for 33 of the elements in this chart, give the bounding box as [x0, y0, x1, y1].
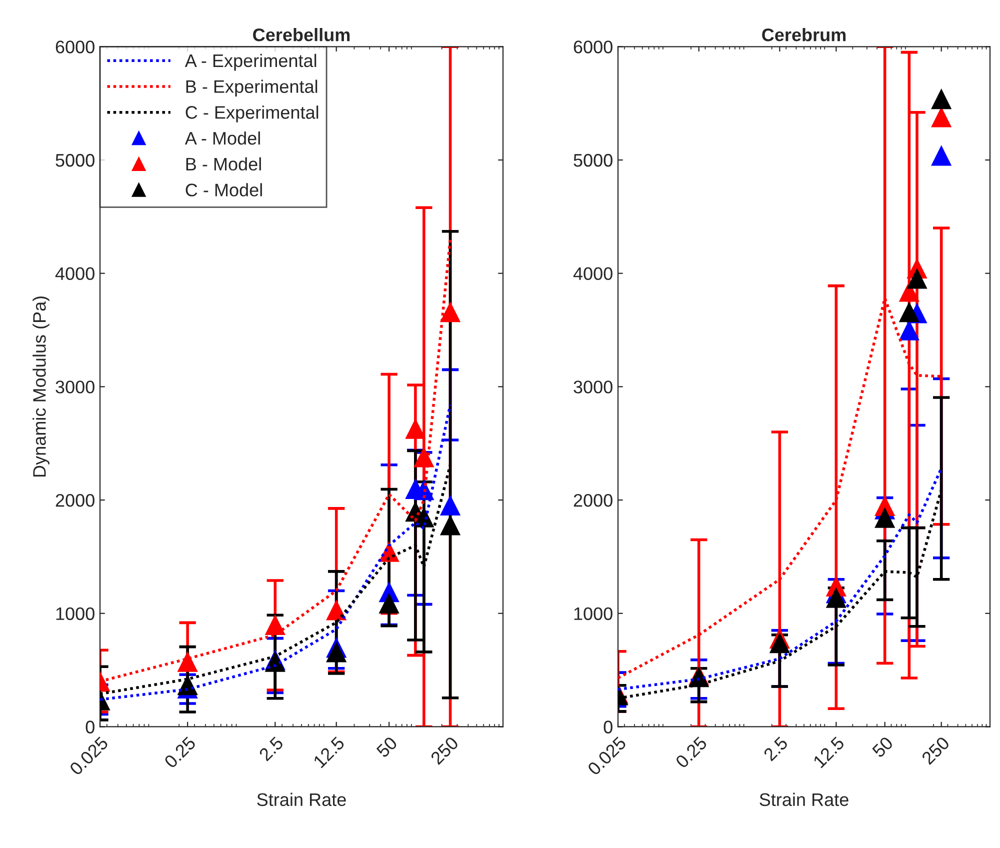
- legend-label: A - Model: [184, 131, 260, 145]
- y-tick-label: 4000: [55, 267, 94, 280]
- x-tick-label: 50: [376, 736, 398, 758]
- y-tick-label: 4000: [573, 267, 612, 280]
- chart-title: Cerebellum: [253, 28, 350, 42]
- y-tick-label: 5000: [574, 154, 612, 167]
- chart-title: Cerebrum: [762, 28, 846, 42]
- y-tick-label: 2000: [56, 494, 94, 507]
- y-tick-label: 3000: [56, 380, 94, 394]
- x-tick-label: 2.5: [762, 736, 789, 762]
- y-tick-label: 1000: [574, 607, 612, 620]
- x-axis-title: Strain Rate: [257, 792, 346, 806]
- y-tick-label: 6000: [56, 40, 94, 54]
- x-tick-label: 250: [921, 736, 950, 766]
- y-tick-label: 3000: [574, 380, 612, 394]
- y-tick-label: 0: [604, 720, 612, 734]
- legend-label: A - Experimental: [184, 54, 316, 71]
- legend-label: C - Model: [186, 183, 262, 196]
- x-tick-label: 50: [871, 736, 894, 758]
- legend-label: B - Model: [186, 157, 261, 171]
- x-tick-label: 0.25: [674, 736, 708, 769]
- y-tick-label: 1000: [56, 607, 94, 620]
- y-tick-label: 0: [86, 720, 94, 734]
- y-tick-label: 2000: [574, 494, 612, 507]
- x-tick-label: 0.25: [164, 736, 196, 769]
- y-tick-label: 6000: [574, 40, 612, 54]
- legend-label: C - Experimental: [186, 106, 318, 122]
- x-tick-label: 2.5: [258, 736, 284, 762]
- legend-label: B - Experimental: [186, 80, 318, 97]
- y-axis-title: Dynamic Modulus (Pa): [32, 296, 50, 477]
- x-axis-title: Strain Rate: [760, 792, 848, 806]
- y-tick-label: 5000: [56, 154, 94, 167]
- x-tick-label: 250: [430, 736, 460, 766]
